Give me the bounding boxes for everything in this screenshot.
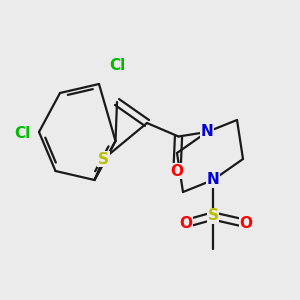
Text: O: O bbox=[170, 164, 184, 178]
Text: Cl: Cl bbox=[109, 58, 125, 74]
Text: N: N bbox=[207, 172, 219, 188]
Text: N: N bbox=[201, 124, 213, 140]
Text: S: S bbox=[98, 152, 109, 166]
Text: Cl: Cl bbox=[14, 126, 31, 141]
Text: S: S bbox=[208, 208, 218, 224]
Text: O: O bbox=[179, 216, 193, 231]
Text: O: O bbox=[239, 216, 253, 231]
